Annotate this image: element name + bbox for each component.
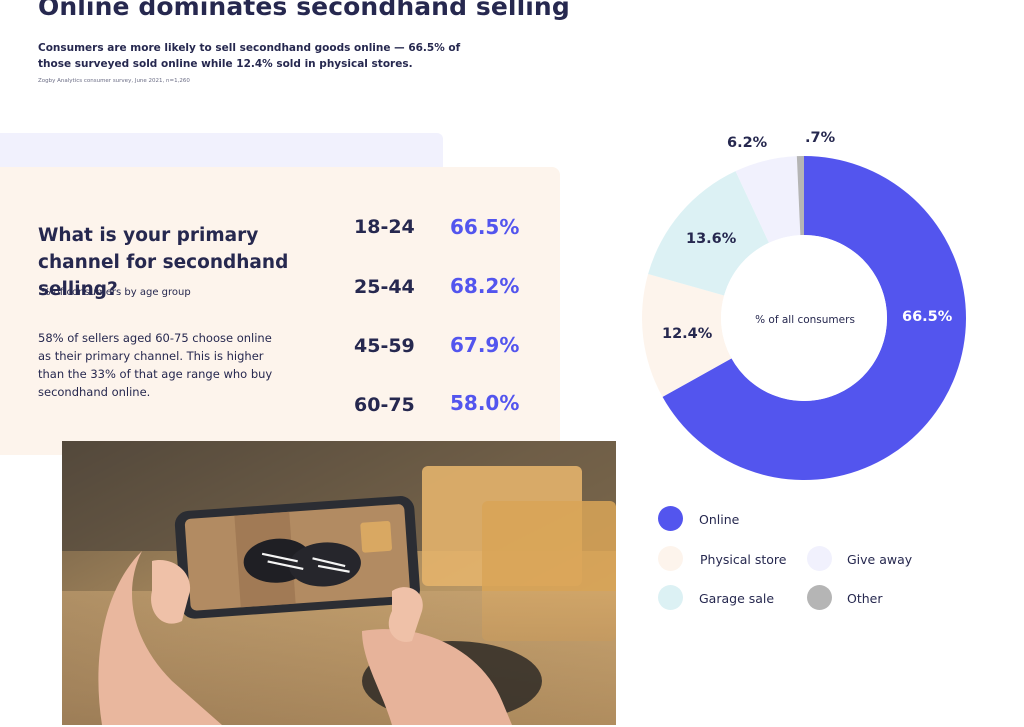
card-question-subtitle: % of consumers by age group [41,287,191,298]
donut-chart [642,156,966,481]
donut-slice-garage-sale [648,171,769,296]
slice-label-give-away: 6.2% [727,135,768,151]
legend-swatch-online [658,506,683,531]
age-group-card [0,167,560,455]
legend-label-other: Other [847,591,883,606]
donut-slice-physical-store [642,274,732,397]
source-note: Zogby Analytics consumer survey, June 20… [38,78,190,84]
age-value-18-24: 66.5% [450,215,520,239]
donut-center-label: % of all consumers [755,314,855,326]
donut-slice-give-away [735,156,801,243]
age-label-60-75: 60-75 [354,394,415,416]
donut-slice-online [662,156,966,481]
legend-swatch-garage-sale [658,585,683,610]
legend-label-give-away: Give away [847,552,913,567]
legend-swatch-physical-store [658,546,683,571]
page-title: Online dominates secondhand selling [38,0,570,21]
card-note: 58% of sellers aged 60-75 choose online … [38,331,273,399]
legend-label-online: Online [699,512,740,527]
slice-label-other: .7% [805,130,836,146]
legend-label-physical-store: Physical store [700,552,787,567]
age-value-60-75: 58.0% [450,391,520,415]
page-subtitle: Consumers are more likely to sell second… [38,42,461,70]
legend-swatch-other [807,585,832,610]
slice-label-garage-sale: 13.6% [686,231,737,247]
card-question: What is your primary channel for secondh… [38,225,289,300]
age-value-25-44: 68.2% [450,274,520,298]
age-label-45-59: 45-59 [354,335,415,357]
legend-label-garage-sale: Garage sale [699,591,775,606]
age-value-45-59: 67.9% [450,333,520,357]
donut-slice-other [796,156,804,236]
slice-label-physical-store: 12.4% [662,326,713,342]
age-label-25-44: 25-44 [354,276,415,298]
phone-photographing-shoes-image [62,441,616,725]
legend-swatch-give-away [807,546,832,571]
slice-label-online: 66.5% [902,309,953,325]
age-label-18-24: 18-24 [354,216,415,238]
donut-hole [721,235,887,401]
